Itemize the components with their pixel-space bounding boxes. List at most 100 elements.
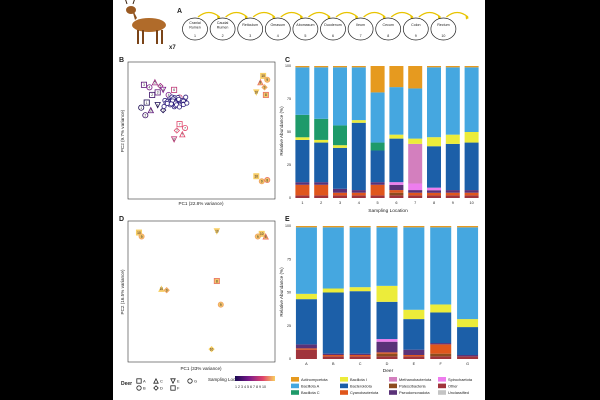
- pca-point-label: 9: [264, 86, 266, 90]
- gut-section-number: 2: [222, 34, 224, 38]
- pca-point: [138, 233, 145, 240]
- pca-point-label: 7: [176, 129, 178, 133]
- bar-segment: [408, 192, 423, 196]
- gut-section-9: [402, 17, 429, 41]
- gut-section-number: 9: [415, 34, 417, 38]
- pca-point-label: 8: [260, 81, 262, 85]
- bar-segment: [314, 67, 329, 119]
- bar-segment: [389, 195, 404, 198]
- bar-segment: [445, 66, 460, 68]
- bar-segment: [370, 184, 385, 196]
- bar-segment: [314, 142, 329, 183]
- pca-point-label: 10: [210, 347, 214, 351]
- bar-segment: [314, 195, 329, 198]
- taxa-label: Patescibacteria: [399, 383, 426, 388]
- bar-segment: [295, 67, 310, 115]
- bar-segment: [408, 183, 423, 191]
- bar-segment: [376, 352, 398, 354]
- gut-section-number: 4: [277, 34, 279, 38]
- bar-segment: [314, 118, 329, 140]
- bar-segment: [403, 227, 425, 310]
- x-tick-label: 9: [452, 201, 454, 205]
- bar-segment: [457, 227, 479, 320]
- bar-segment: [376, 341, 398, 353]
- bar-segment: [322, 288, 344, 293]
- y-tick-label: 50: [287, 130, 291, 134]
- pca-point-label: 4: [149, 86, 151, 90]
- pca-point-label: 10: [137, 231, 141, 235]
- bar-segment: [430, 353, 452, 357]
- gut-section-10: [430, 17, 457, 41]
- bar-segment: [427, 192, 441, 196]
- bar-segment: [403, 309, 425, 320]
- gut-sections-row: CranialRumen1CaudalRumen2Reticulum3Omasu…: [182, 11, 469, 41]
- pca-point: [146, 84, 153, 91]
- pca-point-label: 2: [144, 114, 146, 118]
- bar-segment: [333, 192, 347, 196]
- flow-arrow: [252, 11, 276, 18]
- pca-point: [260, 72, 267, 79]
- bar-segment: [408, 143, 423, 184]
- x-tick-label: 1: [301, 201, 303, 205]
- pca-point-label: 7: [184, 126, 186, 130]
- deer-legend-label: B: [143, 386, 146, 391]
- y-tick-label: 100: [285, 224, 291, 228]
- pca-point-label: 9: [220, 303, 222, 307]
- pca-point-label: 6: [173, 138, 175, 142]
- bar-segment: [427, 66, 441, 68]
- bar-segment: [389, 134, 404, 139]
- flow-arrow: [390, 11, 414, 18]
- bar-segment: [430, 304, 452, 313]
- taxa-swatch: [291, 377, 299, 382]
- pca-point-label: 6: [173, 88, 175, 92]
- pca-point: [213, 228, 221, 235]
- bar-segment: [408, 66, 423, 89]
- bar-segment: [464, 142, 479, 191]
- pca-point: [264, 76, 271, 83]
- taxa-label: Pseudomonadota: [399, 390, 430, 395]
- flow-arrowhead: [465, 15, 469, 20]
- bar-segment: [349, 356, 371, 359]
- flow-arrow: [363, 11, 386, 18]
- y-tick-label: 75: [287, 97, 291, 101]
- taxa-swatch: [340, 383, 348, 389]
- pca-point: [170, 136, 178, 143]
- pca-point-label: 10: [215, 230, 219, 234]
- taxa-swatch: [389, 390, 397, 395]
- bar-c-xlabel: Sampling Location: [368, 208, 408, 214]
- bar-segment: [408, 195, 423, 198]
- bar-segment: [349, 227, 371, 288]
- bar-segment: [403, 356, 425, 359]
- taxa-swatch: [438, 383, 446, 389]
- bar-segment: [389, 192, 404, 196]
- gut-section-2: [209, 17, 236, 41]
- pca-point-label: 8: [266, 178, 268, 182]
- pca-point: [149, 91, 156, 98]
- pca-point-label: 9: [141, 235, 143, 239]
- pca-point: [184, 100, 190, 106]
- pca-point-label: 7: [179, 122, 181, 126]
- taxa-label: Bacillota I: [350, 377, 367, 382]
- bar-segment: [295, 349, 317, 359]
- gut-section-3: [237, 17, 264, 41]
- deer-legend-title: Deer: [121, 381, 132, 387]
- taxa-label: Cyanobacteriota: [350, 390, 379, 395]
- bar-segment: [376, 339, 398, 342]
- deer-legend-label: F: [177, 386, 180, 391]
- gut-section-name: Abomasum: [296, 23, 314, 27]
- bar-segment: [430, 356, 452, 359]
- gut-section-name: Caudal: [217, 21, 229, 25]
- bar-segment: [295, 348, 317, 350]
- x-tick-label: 5: [377, 201, 379, 205]
- pca-point: [151, 78, 159, 86]
- pca-point: [176, 104, 182, 110]
- bar-segment: [322, 227, 344, 289]
- x-tick-label: B: [332, 362, 335, 366]
- taxa-label: Spirochaetota: [448, 377, 473, 382]
- gut-section-number: 8: [387, 34, 389, 38]
- flow-arrow: [280, 11, 303, 18]
- taxa-swatch: [438, 390, 446, 395]
- bar-segment: [322, 355, 344, 357]
- pca-point: [142, 112, 149, 119]
